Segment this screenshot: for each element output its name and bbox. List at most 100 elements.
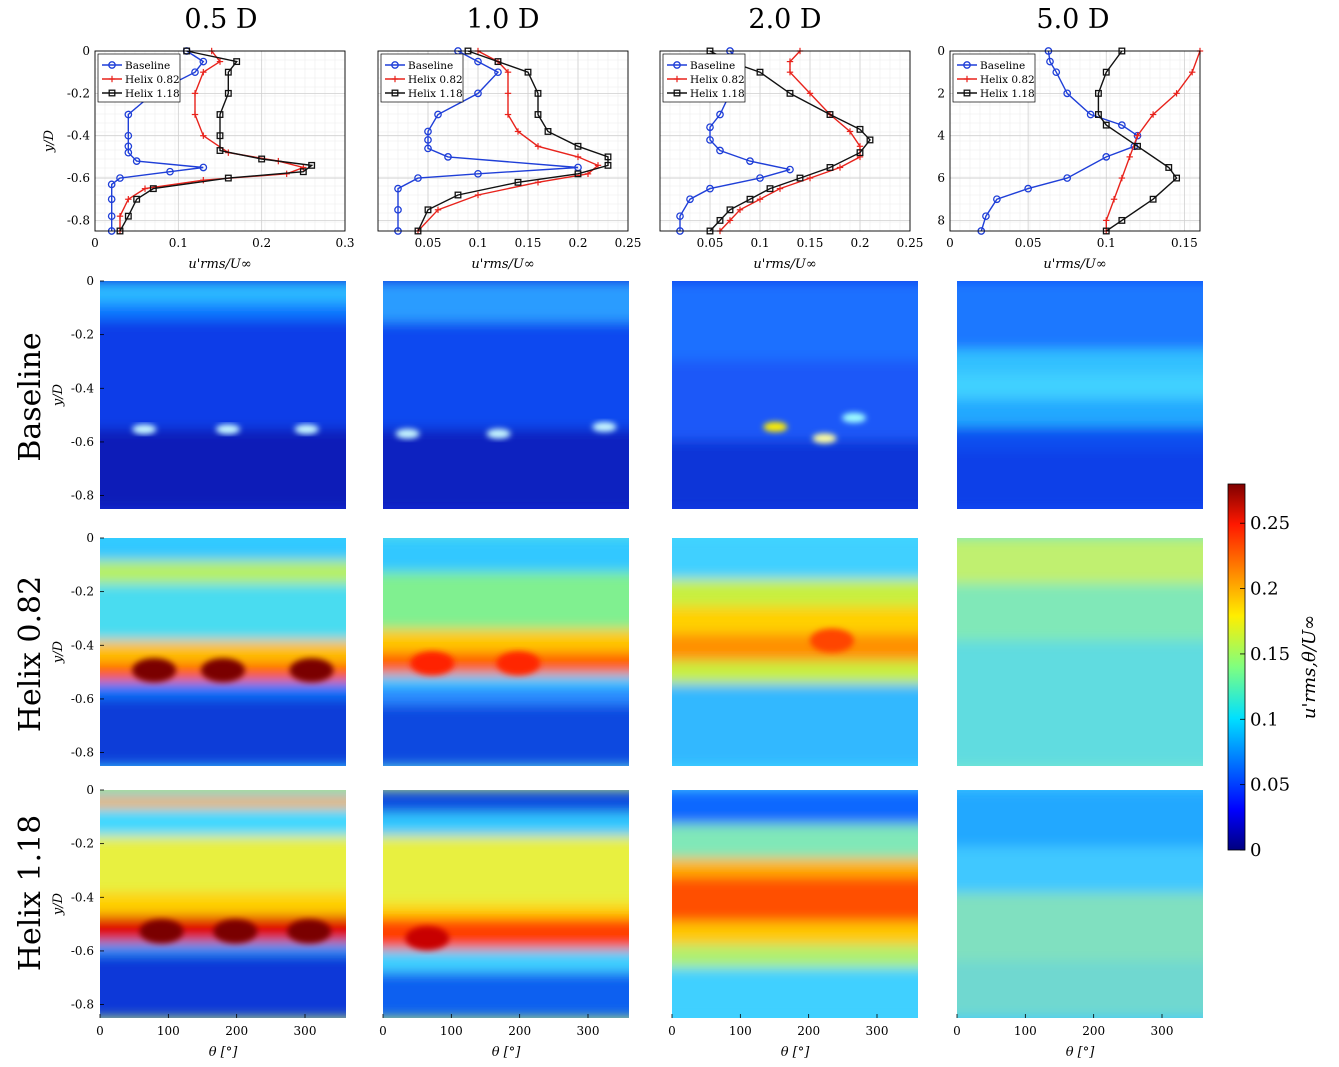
legend: Baseline Helix 0.82 Helix 1.18: [380, 53, 464, 103]
x-tick-label: 0.15: [797, 236, 824, 250]
legend: Baseline Helix 0.82 Helix 1.18: [97, 53, 181, 103]
x-tick-label: 0.3: [335, 236, 354, 250]
data-point: [1188, 68, 1196, 76]
heatmap-x-tick-label: 0: [96, 1024, 104, 1038]
x-tick-label: 0: [91, 236, 99, 250]
heatmap-bands: [100, 281, 346, 509]
heatmap-x-label: θ [°]: [1066, 1045, 1096, 1060]
data-point: [716, 146, 724, 155]
data-point: [514, 128, 522, 135]
heatmap-band: [957, 399, 1203, 427]
heatmap-band: [383, 429, 629, 509]
data-point: [574, 142, 582, 150]
heatmap-band: [100, 538, 346, 561]
plot-frame: [94, 50, 346, 232]
data-point: [574, 170, 582, 178]
heatmap-hotspot: [410, 651, 455, 676]
heatmap-band: [672, 790, 918, 825]
series-line-helix-0-82: [417, 50, 600, 232]
heatmap-band: [383, 949, 629, 973]
series-line-helix-1-18: [119, 50, 314, 232]
data-point: [444, 153, 452, 161]
y-tick-label: 0: [937, 44, 945, 58]
heatmap-bands: [672, 790, 918, 1018]
heatmap-band: [672, 538, 918, 580]
legend-marker: [108, 61, 116, 69]
data-point: [1110, 196, 1118, 203]
data-point: [756, 196, 764, 203]
data-point: [534, 89, 542, 97]
colorbar-tick-label: 0: [1250, 840, 1261, 861]
x-tick-label: 0.05: [415, 236, 442, 250]
data-point: [132, 157, 141, 165]
series-line-helix-1-18: [709, 50, 871, 232]
x-tick-label: 0.2: [850, 236, 869, 250]
data-point: [1134, 132, 1141, 139]
heatmap-x-label: θ [°]: [492, 1045, 522, 1060]
data-point: [504, 68, 512, 76]
x-tick-label: 0: [946, 236, 954, 250]
data-point: [1118, 216, 1126, 224]
data-point: [216, 58, 224, 65]
heatmap-band: [672, 440, 918, 509]
heatmap-band: [100, 281, 346, 304]
heatmap-x-tick-label: 200: [797, 1024, 820, 1038]
legend-entry: Helix 0.82: [408, 74, 463, 86]
heatmap-helix-0-82-5-0-d: [957, 538, 1203, 766]
data-point: [866, 136, 874, 144]
heatmap-band: [672, 967, 918, 1018]
plot-frame: [949, 50, 1201, 232]
legend-entry: Helix 0.82: [690, 74, 745, 86]
heatmap-field: [672, 281, 918, 509]
heatmap-band: [100, 796, 346, 809]
heatmap-band: [383, 704, 629, 766]
heatmap-hotspot: [486, 428, 511, 439]
heatmap-helix-1-18-5-0-d: 0 100 200 300 θ [°]: [953, 790, 1203, 1060]
heatmap-hotspot: [405, 926, 450, 951]
heatmap-band: [672, 876, 918, 923]
data-point: [786, 89, 794, 97]
data-point: [199, 57, 208, 66]
heatmap-band: [383, 790, 629, 813]
legend-marker: [391, 89, 399, 97]
data-point: [726, 206, 734, 214]
legend-entry: Baseline: [408, 60, 453, 72]
legend-marker: [391, 75, 399, 83]
data-point: [216, 132, 224, 140]
data-point: [149, 185, 157, 193]
data-point: [756, 68, 764, 76]
data-point: [1165, 164, 1173, 171]
data-point: [434, 206, 442, 214]
heatmap-hotspot: [812, 433, 837, 444]
heatmap-x-tick-label: 300: [1151, 1024, 1174, 1038]
heatmap-band: [383, 686, 629, 705]
legend-entry: Helix 1.18: [125, 88, 180, 100]
heatmap-band: [383, 322, 629, 430]
heatmap-grid: 0 -0.2 -0.4 -0.6 -0.8 y/D 0 -0.2 -0.4 -0.6 -0.8 y/D…: [51, 274, 1203, 1060]
data-point: [494, 68, 502, 77]
heatmap-hotspot: [201, 658, 245, 683]
heatmap-band: [383, 835, 629, 904]
heatmap-band: [100, 681, 346, 698]
heatmap-hotspot: [132, 424, 157, 435]
heatmap-bands: [672, 281, 918, 509]
profile-y-label: y/D: [42, 129, 57, 153]
heatmap-band: [383, 812, 629, 836]
y-tick-label: -0.2: [67, 86, 90, 100]
data-point: [124, 148, 133, 157]
heatmap-band: [672, 683, 918, 766]
heatmap-x-tick-label: 300: [866, 1024, 889, 1038]
heatmap-band: [383, 538, 629, 573]
x-tick-label: 0.25: [897, 236, 924, 250]
heatmap-field: [957, 790, 1203, 1018]
heatmap-band: [672, 633, 918, 662]
data-point: [216, 147, 224, 154]
data-point: [394, 184, 402, 193]
heatmap-band: [100, 954, 346, 1018]
data-point: [706, 136, 714, 144]
colorbar-tick-label: 0.05: [1250, 775, 1290, 796]
legend-marker: [673, 89, 681, 97]
heatmap-y-label: y/D: [51, 383, 66, 407]
data-point: [806, 174, 814, 182]
data-point: [504, 111, 512, 118]
